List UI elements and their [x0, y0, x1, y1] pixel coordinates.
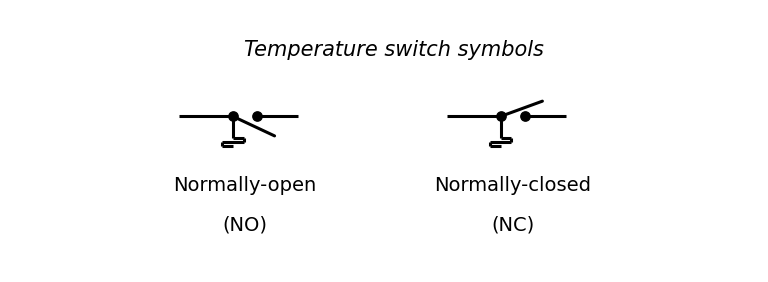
- Text: (NC): (NC): [491, 215, 535, 234]
- Point: [250, 114, 263, 119]
- Text: Normally-open: Normally-open: [173, 176, 316, 195]
- Text: Normally-closed: Normally-closed: [434, 176, 591, 195]
- Point: [518, 114, 531, 119]
- Text: Temperature switch symbols: Temperature switch symbols: [243, 40, 544, 60]
- Text: (NO): (NO): [222, 215, 267, 234]
- Point: [227, 114, 239, 119]
- Point: [495, 114, 507, 119]
